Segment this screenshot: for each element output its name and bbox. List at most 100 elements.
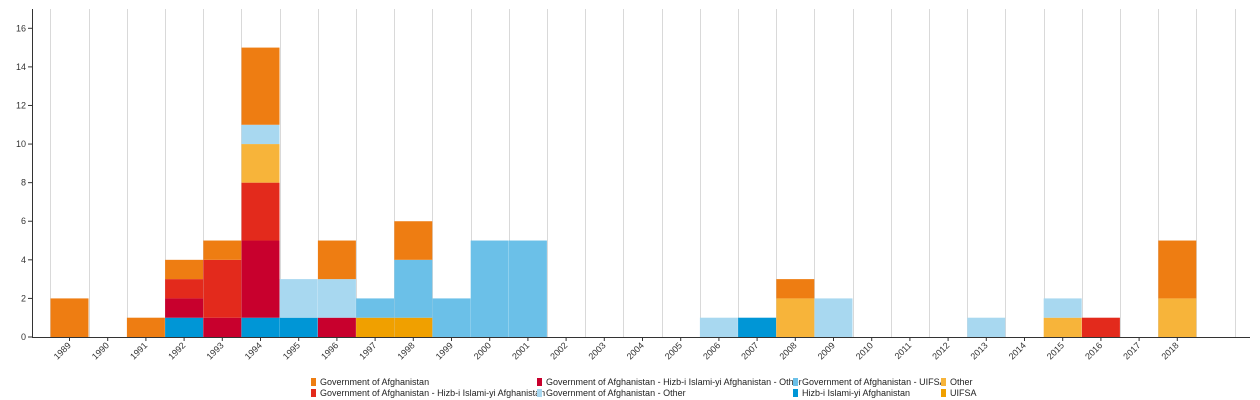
x-tick-label: 2005: [663, 340, 684, 361]
bar-segment: [165, 259, 204, 280]
bar-segment: [241, 47, 280, 125]
bar-segment: [165, 317, 204, 337]
legend-item: Hizb-i Islami-yi Afghanistan: [793, 388, 910, 398]
x-tick-label: 1995: [281, 340, 302, 361]
x-tick-label: 2015: [1045, 340, 1066, 361]
axes: [32, 9, 1250, 338]
x-tick-label: 2001: [510, 340, 531, 361]
bar-segment: [317, 317, 356, 337]
legend-swatch: [941, 378, 946, 386]
x-tick-label: 2003: [586, 340, 607, 361]
bar-segments: [50, 47, 1197, 337]
x-axis-ticks: 1989 1990 1991 1992 1993 1994 1995 1996 1997 1998…: [52, 337, 1181, 362]
bar-segment: [738, 317, 777, 337]
legend-swatch: [537, 389, 542, 397]
x-tick-label: 1996: [319, 340, 340, 361]
bar-segment: [394, 221, 433, 260]
legend-item: Government of Afghanistan - UIFSA: [793, 377, 946, 387]
legend-item: UIFSA: [941, 388, 977, 398]
bar-segment: [165, 279, 204, 299]
bar-segment: [165, 298, 204, 318]
x-tick-label: 1999: [434, 340, 455, 361]
x-tick-label: 2000: [472, 340, 493, 361]
legend-swatch: [793, 378, 798, 386]
y-tick-label: 14: [16, 62, 26, 72]
x-tick-label: 2011: [893, 340, 914, 361]
bar-segment: [1158, 240, 1197, 299]
legend-item: Other: [941, 377, 973, 387]
bar-segment: [241, 124, 280, 145]
legend-swatch: [537, 378, 542, 386]
legend-label: Government of Afghanistan: [320, 377, 430, 387]
x-tick-label: 2017: [1121, 340, 1142, 361]
x-tick-label: 2004: [625, 340, 646, 361]
x-tick-label: 2016: [1083, 340, 1104, 361]
legend-swatch: [311, 378, 316, 386]
bar-segment: [241, 240, 280, 318]
bar-segment: [279, 317, 318, 337]
x-tick-label: 1997: [357, 340, 378, 361]
bar-segment: [1081, 317, 1120, 337]
x-tick-label: 2009: [816, 340, 837, 361]
legend-item: Government of Afghanistan - Hizb-i Islam…: [537, 377, 802, 387]
legend-swatch: [941, 389, 946, 397]
bar-segment: [356, 298, 395, 318]
bar-segment: [699, 317, 738, 337]
legend-label: UIFSA: [950, 388, 977, 398]
y-tick-label: 0: [21, 332, 26, 342]
legend-item: Government of Afghanistan: [311, 377, 429, 387]
x-tick-label: 1994: [243, 340, 264, 361]
bar-segment: [394, 317, 433, 337]
y-tick-label: 8: [21, 178, 26, 188]
bar-segment: [203, 317, 242, 337]
bar-segment: [317, 279, 356, 318]
bar-segment: [126, 317, 165, 337]
x-tick-label: 2010: [854, 340, 875, 361]
bar-segment: [1158, 298, 1197, 337]
legend-label: Government of Afghanistan - Other: [546, 388, 686, 398]
bar-segment: [1043, 298, 1082, 318]
x-tick-label: 2018: [1159, 340, 1180, 361]
legend-label: Government of Afghanistan - Hizb-i Islam…: [320, 388, 546, 398]
bar-segment: [394, 259, 433, 318]
x-tick-label: 2008: [777, 340, 798, 361]
y-tick-label: 12: [16, 100, 26, 110]
x-tick-label: 2002: [548, 340, 569, 361]
x-tick-label: 1992: [166, 340, 187, 361]
x-tick-label: 2013: [968, 340, 989, 361]
x-tick-label: 1991: [128, 340, 149, 361]
legend-swatch: [311, 389, 316, 397]
x-tick-label: 2006: [701, 340, 722, 361]
x-tick-label: 1993: [204, 340, 225, 361]
legend-swatch: [793, 389, 798, 397]
bar-segment: [241, 144, 280, 183]
bar-segment: [1043, 317, 1082, 337]
y-tick-label: 10: [16, 139, 26, 149]
bar-segment: [432, 298, 471, 337]
bar-segment: [356, 317, 395, 337]
bar-segment: [317, 240, 356, 280]
bar-segment: [776, 279, 815, 299]
legend-item: Government of Afghanistan - Hizb-i Islam…: [311, 388, 545, 398]
bar-segment: [508, 240, 547, 337]
bar-segment: [241, 182, 280, 241]
bar-segment: [50, 298, 89, 337]
legend-label: Government of Afghanistan - Hizb-i Islam…: [546, 377, 802, 387]
bar-segment: [203, 240, 242, 260]
bar-segment: [776, 298, 815, 337]
x-tick-label: 1998: [395, 340, 416, 361]
y-axis-ticks: 0 2 4 6 8 10 12 14 16: [16, 23, 32, 342]
bar-segment: [203, 259, 242, 318]
y-tick-label: 16: [16, 23, 26, 33]
bar-segment: [470, 240, 509, 337]
y-tick-label: 6: [21, 216, 26, 226]
bar-segment: [279, 279, 318, 318]
legend-item: Government of Afghanistan - Other: [537, 388, 686, 398]
bar-segment: [241, 317, 280, 337]
x-tick-label: 1990: [90, 340, 111, 361]
legend-label: Other: [950, 377, 973, 387]
bar-segment: [814, 298, 853, 337]
x-tick-label: 2012: [930, 340, 951, 361]
y-tick-label: 4: [21, 255, 26, 265]
